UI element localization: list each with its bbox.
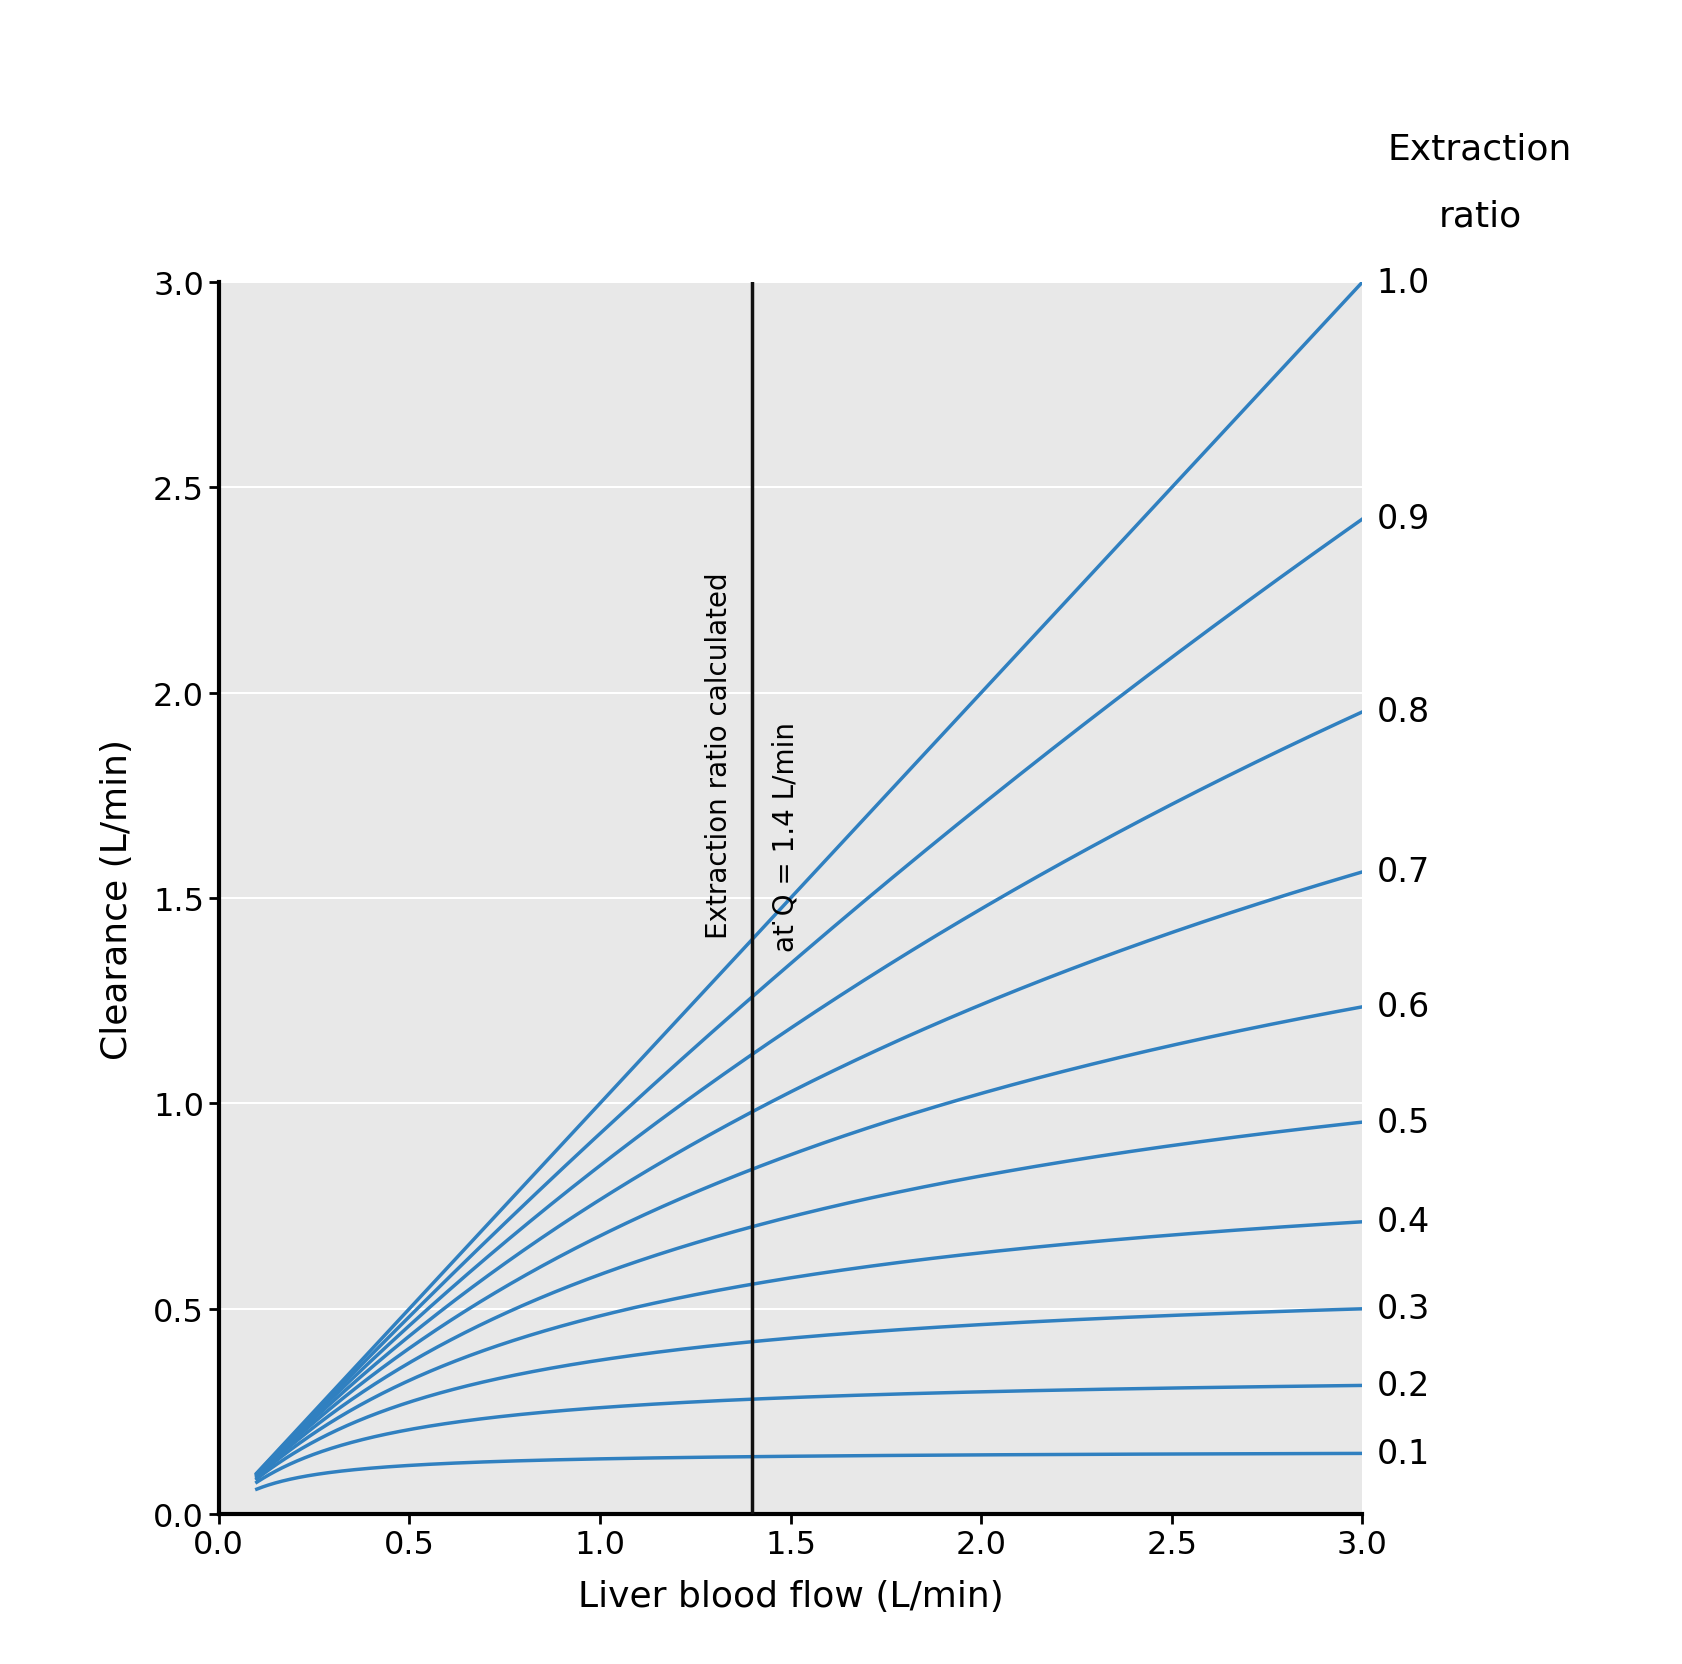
Y-axis label: Clearance (L/min): Clearance (L/min) xyxy=(99,739,133,1058)
Text: at ̇Q = 1.4 L/min: at ̇Q = 1.4 L/min xyxy=(772,722,799,952)
Text: 0.7: 0.7 xyxy=(1376,855,1430,889)
Text: Extraction: Extraction xyxy=(1388,133,1573,166)
Text: 0.9: 0.9 xyxy=(1376,503,1430,536)
Text: 0.1: 0.1 xyxy=(1376,1438,1430,1469)
Text: 0.4: 0.4 xyxy=(1376,1205,1430,1238)
Text: 1.0: 1.0 xyxy=(1376,266,1430,300)
Text: 0.8: 0.8 xyxy=(1376,696,1430,729)
Text: 0.6: 0.6 xyxy=(1376,990,1430,1023)
X-axis label: Liver blood flow (L/min): Liver blood flow (L/min) xyxy=(577,1579,1004,1612)
Text: Extraction ratio calculated: Extraction ratio calculated xyxy=(705,572,733,938)
Text: 0.5: 0.5 xyxy=(1376,1107,1430,1138)
Text: 0.3: 0.3 xyxy=(1376,1293,1430,1326)
Text: ratio: ratio xyxy=(1438,200,1522,233)
Text: 0.2: 0.2 xyxy=(1376,1369,1430,1403)
